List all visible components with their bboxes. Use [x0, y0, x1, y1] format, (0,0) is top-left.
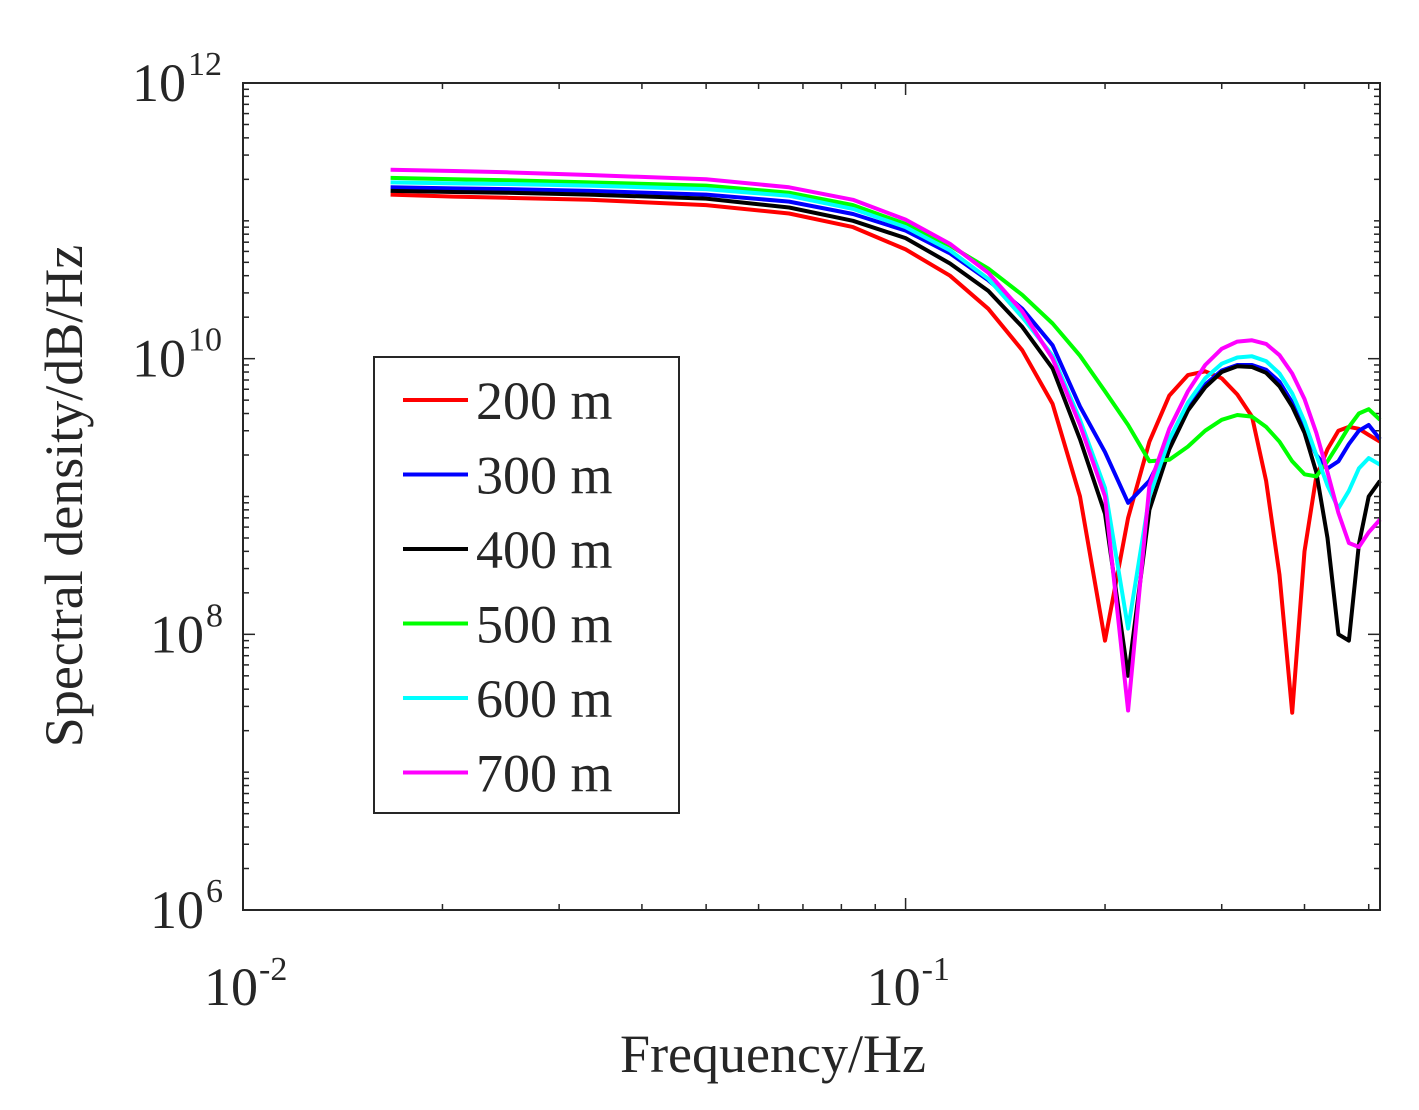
- y-axis-label: Spectral density/dB/Hz: [34, 245, 94, 747]
- x-tick-label: 10: [867, 957, 921, 1017]
- series-line-700-m: [390, 167, 1382, 713]
- y-tick-label: 10: [132, 329, 186, 389]
- legend-label: 200 m: [476, 371, 613, 431]
- x-tick-label-exponent: -2: [259, 951, 287, 988]
- legend-box: [373, 356, 680, 814]
- x-tick-label-exponent: -1: [922, 951, 950, 988]
- y-tick-label-exponent: 10: [188, 322, 222, 359]
- series-lines: [390, 167, 1382, 715]
- plot-area-frame: [242, 82, 1381, 911]
- legend: 200 m 300 m 400 m 500 m 600 m 700 m: [373, 356, 680, 814]
- y-tick-label-exponent: 6: [206, 873, 223, 910]
- y-tick-label: 10: [132, 53, 186, 113]
- x-axis-label: Frequency/Hz: [620, 1024, 926, 1084]
- y-tick-label: 10: [150, 604, 204, 664]
- y-tick-label-exponent: 8: [206, 597, 223, 634]
- legend-label: 500 m: [476, 595, 613, 655]
- series-line-400-m: [390, 188, 1382, 678]
- legend-label: 400 m: [476, 520, 613, 580]
- legend-label: 700 m: [476, 744, 613, 804]
- series-line-600-m: [390, 180, 1382, 631]
- x-tick-label: 10: [204, 957, 258, 1017]
- legend-label: 300 m: [476, 446, 613, 506]
- y-tick-label-exponent: 12: [188, 46, 222, 83]
- legend-label: 600 m: [476, 669, 613, 729]
- y-tick-label: 10: [150, 880, 204, 940]
- x-tick-labels: 10 -2 10 -1: [204, 951, 950, 1017]
